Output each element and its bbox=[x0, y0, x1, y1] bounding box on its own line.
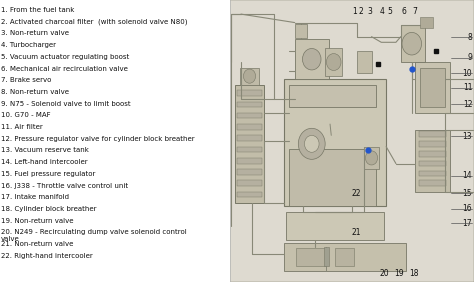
Bar bbox=[420, 17, 432, 28]
Text: 15. Fuel pressure regulator: 15. Fuel pressure regulator bbox=[1, 171, 96, 177]
Bar bbox=[415, 130, 450, 192]
Bar bbox=[237, 102, 262, 107]
Bar bbox=[419, 161, 446, 166]
Bar bbox=[420, 68, 445, 107]
Bar bbox=[335, 248, 355, 266]
Bar bbox=[289, 149, 376, 206]
Text: 12. Pressure regulator valve for cylinder block breather: 12. Pressure regulator valve for cylinde… bbox=[1, 136, 195, 142]
Bar bbox=[237, 169, 262, 175]
Bar bbox=[357, 51, 372, 73]
Text: 2: 2 bbox=[358, 7, 363, 16]
Bar bbox=[237, 113, 262, 118]
Bar bbox=[364, 147, 379, 169]
Text: 18: 18 bbox=[409, 269, 418, 278]
Bar bbox=[240, 68, 259, 85]
Text: 3: 3 bbox=[367, 7, 372, 16]
Bar bbox=[419, 180, 446, 186]
Bar bbox=[283, 243, 406, 271]
Bar bbox=[295, 24, 307, 38]
Bar bbox=[237, 124, 262, 130]
Text: 4: 4 bbox=[379, 7, 384, 16]
Text: 10: 10 bbox=[463, 69, 472, 78]
Bar bbox=[235, 85, 264, 203]
Text: 3. Non-return valve: 3. Non-return valve bbox=[1, 30, 69, 36]
Text: 9: 9 bbox=[467, 53, 472, 62]
Text: 7. Brake servo: 7. Brake servo bbox=[1, 77, 52, 83]
Text: 5. Vacuum actuator regulating boost: 5. Vacuum actuator regulating boost bbox=[1, 54, 129, 60]
Bar bbox=[237, 147, 262, 152]
Circle shape bbox=[327, 54, 341, 70]
Bar bbox=[419, 141, 446, 147]
Text: 5: 5 bbox=[387, 7, 392, 16]
Text: 13. Vacuum reserve tank: 13. Vacuum reserve tank bbox=[1, 147, 89, 153]
Bar bbox=[419, 151, 446, 157]
Text: 19: 19 bbox=[394, 269, 404, 278]
Circle shape bbox=[304, 135, 319, 152]
Bar bbox=[237, 158, 262, 164]
Bar bbox=[415, 62, 450, 113]
Circle shape bbox=[402, 32, 421, 55]
Text: 1: 1 bbox=[352, 7, 357, 16]
Text: 21. Non-return valve: 21. Non-return valve bbox=[1, 241, 73, 247]
Text: 6. Mechanical air recirculation valve: 6. Mechanical air recirculation valve bbox=[1, 66, 128, 72]
Bar bbox=[286, 212, 384, 240]
Bar bbox=[237, 192, 262, 197]
Bar bbox=[289, 85, 376, 107]
Bar bbox=[325, 48, 342, 76]
Bar bbox=[419, 131, 446, 137]
Text: 17: 17 bbox=[463, 219, 472, 228]
Bar bbox=[237, 90, 262, 96]
Bar bbox=[237, 180, 262, 186]
Bar bbox=[295, 39, 329, 79]
Text: 2. Activated charcoal filter  (with solenoid valve N80): 2. Activated charcoal filter (with solen… bbox=[1, 19, 188, 25]
Text: 4. Turbocharger: 4. Turbocharger bbox=[1, 42, 56, 48]
Text: 1. From the fuel tank: 1. From the fuel tank bbox=[1, 7, 74, 13]
Text: 17. Intake manifold: 17. Intake manifold bbox=[1, 194, 69, 200]
Text: 20: 20 bbox=[379, 269, 389, 278]
Circle shape bbox=[365, 151, 378, 165]
Text: 11. Air filter: 11. Air filter bbox=[1, 124, 43, 130]
Text: 18. Cylinder block breather: 18. Cylinder block breather bbox=[1, 206, 97, 212]
Bar bbox=[296, 248, 325, 266]
Text: 7: 7 bbox=[412, 7, 418, 16]
Text: 20. N249 - Recirculating dump valve solenoid control
valve: 20. N249 - Recirculating dump valve sole… bbox=[1, 230, 187, 243]
Bar bbox=[401, 25, 425, 62]
Circle shape bbox=[302, 49, 321, 70]
Bar bbox=[324, 247, 329, 266]
Text: 22: 22 bbox=[351, 189, 361, 198]
Text: 14. Left-hand intercooler: 14. Left-hand intercooler bbox=[1, 159, 88, 165]
Text: 13: 13 bbox=[463, 132, 472, 141]
Bar bbox=[419, 171, 446, 176]
Text: 10. G70 - MAF: 10. G70 - MAF bbox=[1, 113, 51, 118]
Circle shape bbox=[244, 69, 255, 83]
Text: 12: 12 bbox=[463, 100, 472, 109]
Text: 14: 14 bbox=[463, 171, 472, 180]
Text: 8. Non-return valve: 8. Non-return valve bbox=[1, 89, 69, 95]
Circle shape bbox=[298, 128, 325, 159]
Text: 19. Non-return valve: 19. Non-return valve bbox=[1, 218, 73, 224]
Bar bbox=[283, 79, 386, 206]
Text: 16: 16 bbox=[463, 204, 472, 213]
Text: 8: 8 bbox=[467, 33, 472, 42]
Text: 6: 6 bbox=[401, 7, 406, 16]
Text: 22. Right-hand intercooler: 22. Right-hand intercooler bbox=[1, 253, 93, 259]
Text: 21: 21 bbox=[351, 228, 361, 237]
Bar bbox=[237, 135, 262, 141]
Text: 15: 15 bbox=[463, 189, 472, 198]
Text: 9. N75 - Solenoid valve to limit boost: 9. N75 - Solenoid valve to limit boost bbox=[1, 101, 131, 107]
Text: 16. J338 - Throttle valve control unit: 16. J338 - Throttle valve control unit bbox=[1, 183, 128, 189]
Text: 11: 11 bbox=[463, 83, 472, 92]
